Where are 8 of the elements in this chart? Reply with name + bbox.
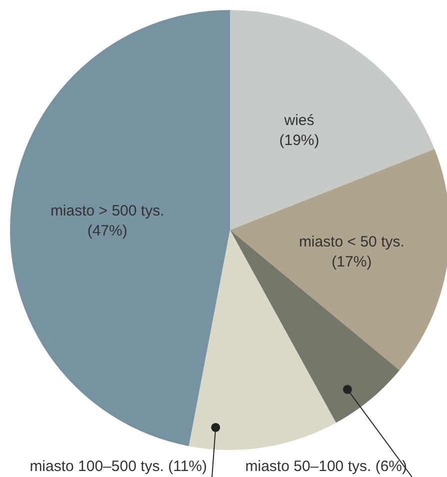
slice-label: miasto 100–500 tys. (11%) bbox=[30, 458, 208, 475]
slice-label: wieś bbox=[283, 112, 314, 130]
data-label: (17%) bbox=[332, 253, 372, 270]
slice-label: miasto 50–100 tys. (6%) bbox=[245, 458, 407, 475]
slice-label: miasto < 50 tys. bbox=[298, 233, 404, 250]
data-label: (47%) bbox=[87, 222, 128, 240]
slice-label: miasto > 500 tys. bbox=[50, 202, 164, 220]
data-label: (19%) bbox=[279, 132, 320, 150]
